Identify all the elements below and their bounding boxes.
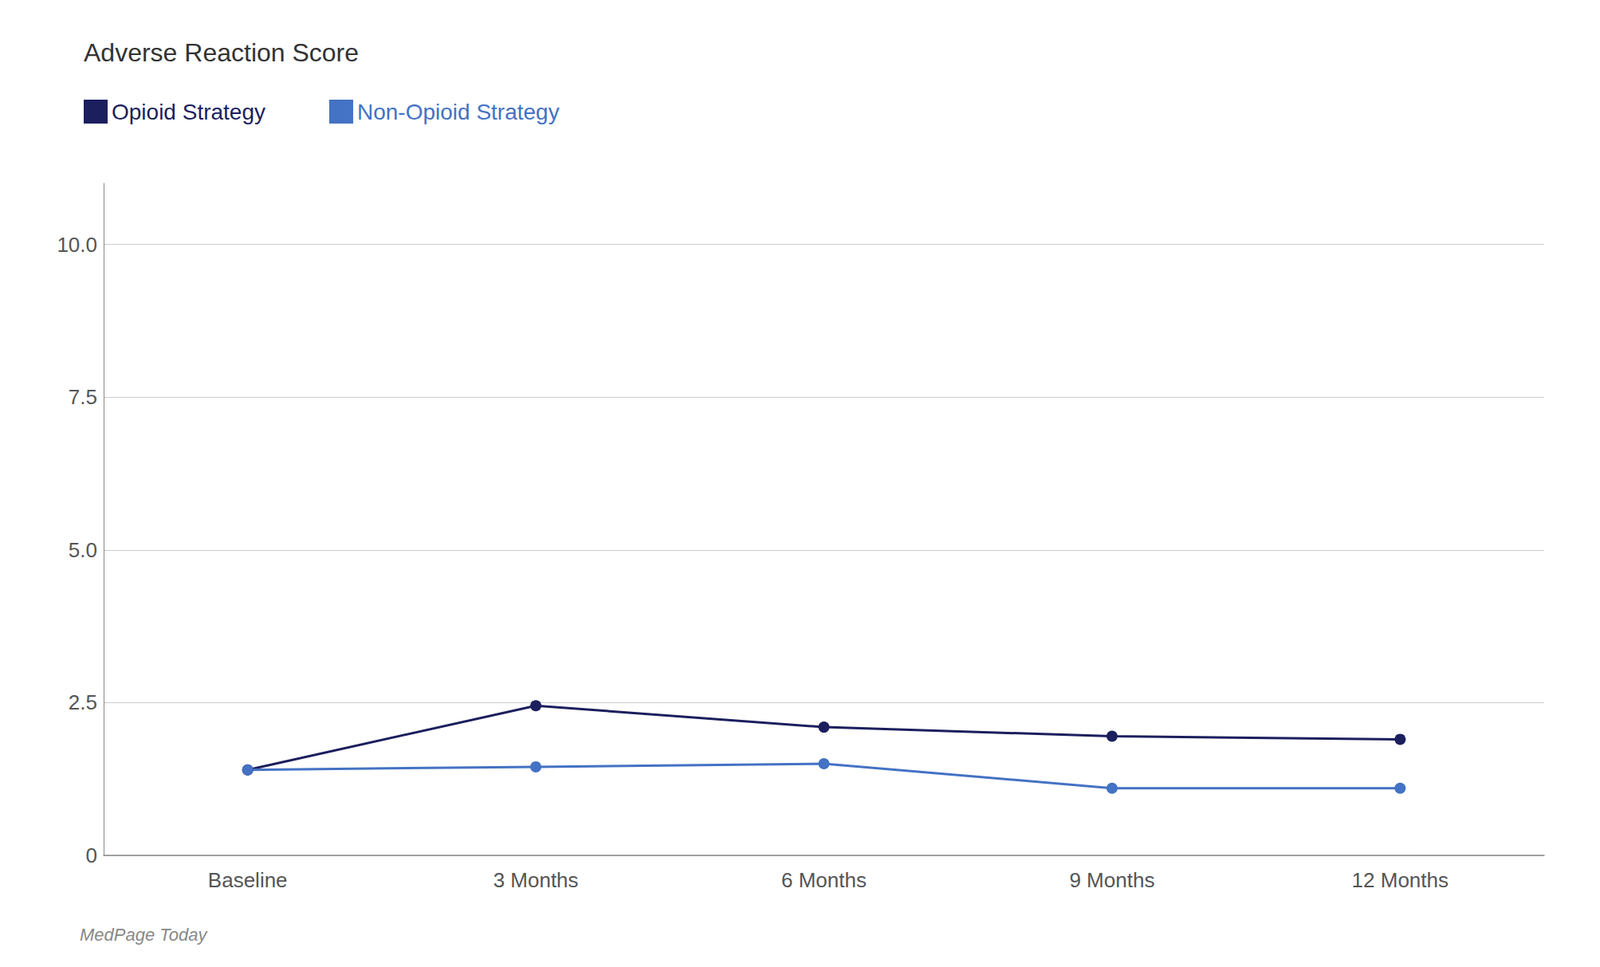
svg-text:12 Months: 12 Months (1352, 868, 1449, 893)
svg-text:9 Months: 9 Months (1069, 868, 1155, 893)
svg-text:5.0: 5.0 (68, 538, 98, 563)
svg-text:Adverse Reaction Score: Adverse Reaction Score (83, 38, 359, 67)
svg-text:6 Months: 6 Months (781, 868, 867, 893)
svg-text:MedPage Today: MedPage Today (79, 924, 209, 945)
svg-text:0: 0 (86, 843, 98, 868)
svg-text:10.0: 10.0 (56, 232, 98, 257)
svg-text:Opioid Strategy: Opioid Strategy (111, 99, 266, 125)
svg-text:2.5: 2.5 (68, 690, 98, 715)
svg-text:7.5: 7.5 (68, 385, 98, 409)
svg-text:Baseline: Baseline (208, 868, 288, 893)
svg-text:3 Months: 3 Months (493, 868, 579, 893)
svg-text:Non-Opioid Strategy: Non-Opioid Strategy (357, 99, 560, 125)
